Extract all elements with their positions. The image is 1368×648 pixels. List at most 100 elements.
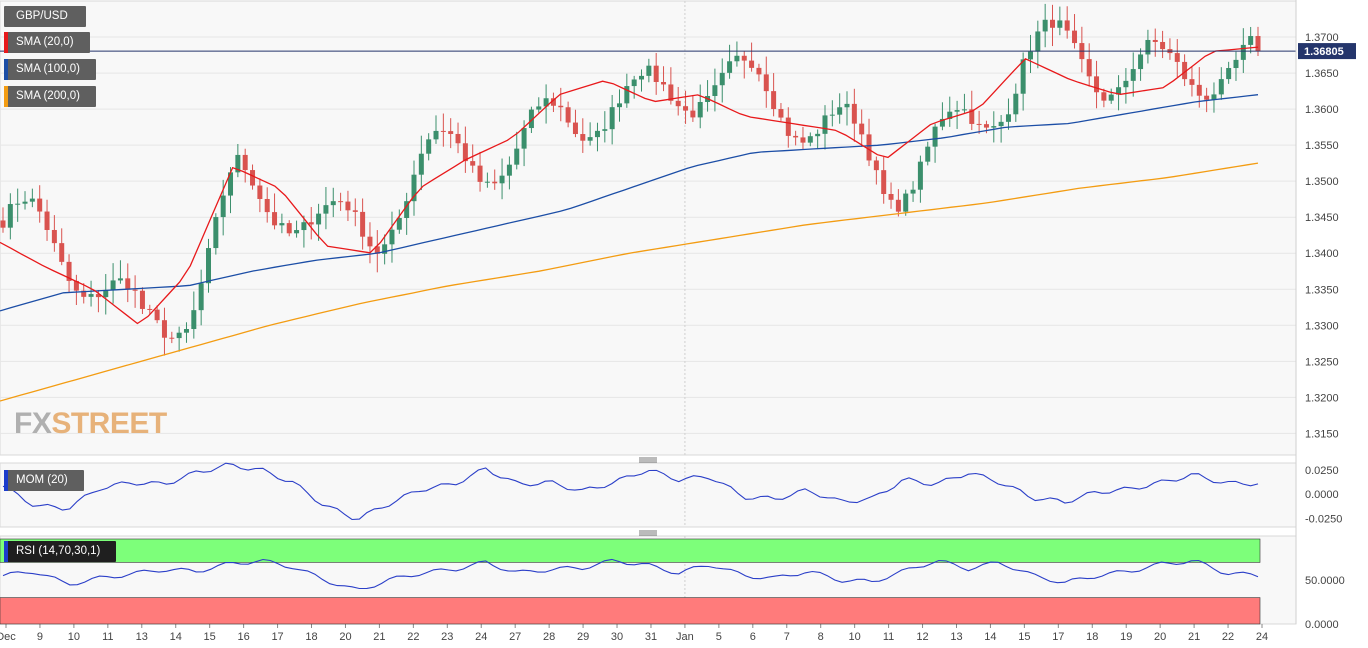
candle-body	[1042, 19, 1048, 32]
candle-body	[286, 223, 292, 234]
candle-body	[301, 222, 307, 231]
date-tick-label: 24	[1256, 631, 1268, 643]
candle-body	[1248, 36, 1254, 45]
candle-body	[73, 280, 79, 291]
date-tick-label: 28	[543, 631, 555, 643]
candle-body	[1226, 68, 1232, 80]
last-price-label: 1.36805	[1304, 46, 1344, 58]
candle-body	[213, 217, 219, 249]
price-tick-label: 1.3350	[1305, 284, 1339, 296]
rsi-color-swatch	[4, 541, 8, 562]
candle-body	[44, 211, 50, 230]
date-tick-label: 10	[68, 631, 80, 643]
sma20-color-swatch	[4, 32, 8, 53]
candle-body	[1152, 39, 1158, 42]
candle-body	[250, 170, 256, 186]
candle-body	[565, 107, 571, 123]
date-tick-label: 22	[1222, 631, 1234, 643]
candle-body	[374, 246, 380, 254]
date-tick-label: Dec	[0, 631, 16, 643]
date-tick-label: 17	[1052, 631, 1064, 643]
candle-body	[51, 229, 57, 244]
candle-body	[191, 310, 197, 330]
candle-body	[132, 289, 138, 291]
date-tick-label: 29	[577, 631, 589, 643]
candle-body	[558, 105, 564, 108]
price-tick-label: 1.3400	[1305, 248, 1339, 260]
candle-body	[367, 236, 373, 247]
date-tick-label: 20	[339, 631, 351, 643]
rsi-oversold-zone	[0, 597, 1261, 625]
candle-body	[976, 123, 982, 125]
candle-body	[1233, 59, 1239, 69]
candle-body	[734, 55, 740, 62]
candle-body	[1050, 19, 1056, 28]
candle-body	[1108, 94, 1114, 101]
candle-body	[1072, 30, 1078, 44]
candle-body	[1204, 95, 1210, 100]
candle-body	[866, 134, 872, 161]
candle-body	[1086, 59, 1092, 77]
candle-body	[59, 243, 65, 262]
candle-body	[895, 199, 901, 212]
date-tick-label: 5	[716, 631, 722, 643]
candle-body	[536, 106, 542, 110]
candle-body	[205, 248, 211, 284]
candle-body	[587, 137, 593, 141]
candle-body	[998, 121, 1004, 127]
candle-body	[859, 123, 865, 135]
candle-body	[22, 201, 28, 204]
sma20-legend: SMA (20,0)	[4, 32, 90, 53]
candle-body	[0, 220, 6, 228]
date-tick-label: Jan	[676, 631, 694, 643]
candle-body	[1094, 76, 1100, 93]
candle-body	[815, 133, 821, 137]
candle-body	[477, 165, 483, 182]
price-tick-label: 1.3150	[1305, 428, 1339, 440]
candle-body	[110, 280, 116, 290]
candle-body	[917, 161, 923, 190]
candle-body	[1057, 20, 1063, 28]
mom-tick-label: 0.0000	[1305, 489, 1339, 501]
candle-body	[1064, 20, 1070, 31]
candle-body	[653, 65, 659, 82]
candle-body	[800, 137, 806, 143]
mom-legend: MOM (20)	[4, 470, 84, 491]
candle-body	[1182, 61, 1188, 80]
candle-body	[778, 109, 784, 118]
candle-body	[235, 154, 241, 173]
candle-body	[741, 55, 747, 61]
sma100-legend: SMA (100,0)	[4, 59, 96, 80]
candle-body	[257, 185, 263, 199]
candle-body	[242, 154, 248, 171]
candle-body	[683, 106, 689, 111]
date-tick-label: 31	[645, 631, 657, 643]
candle-body	[829, 114, 835, 116]
date-tick-label: 16	[237, 631, 249, 643]
candle-body	[947, 111, 953, 119]
candle-body	[939, 118, 945, 127]
price-tick-label: 1.3550	[1305, 140, 1339, 152]
rsi-overbought-zone	[0, 538, 1261, 563]
date-tick-label: 21	[1188, 631, 1200, 643]
candle-body	[1255, 36, 1261, 52]
price-tick-label: 1.3250	[1305, 356, 1339, 368]
candle-body	[521, 128, 527, 149]
candle-body	[198, 283, 204, 311]
candle-body	[646, 65, 652, 76]
candle-body	[580, 134, 586, 141]
date-tick-label: 18	[1086, 631, 1098, 643]
candle-body	[345, 201, 351, 211]
sma200-color-swatch	[4, 86, 8, 107]
candle-body	[1123, 80, 1129, 88]
candle-body	[220, 195, 226, 218]
date-tick-label: 30	[611, 631, 623, 643]
fxstreet-logo: FXSTREET	[14, 407, 167, 440]
candle-body	[690, 110, 696, 118]
rsi-line	[2, 558, 1259, 590]
price-tick-label: 1.3300	[1305, 320, 1339, 332]
candle-body	[837, 107, 843, 115]
date-tick-label: 14	[984, 631, 996, 643]
candle-body	[1196, 84, 1202, 96]
